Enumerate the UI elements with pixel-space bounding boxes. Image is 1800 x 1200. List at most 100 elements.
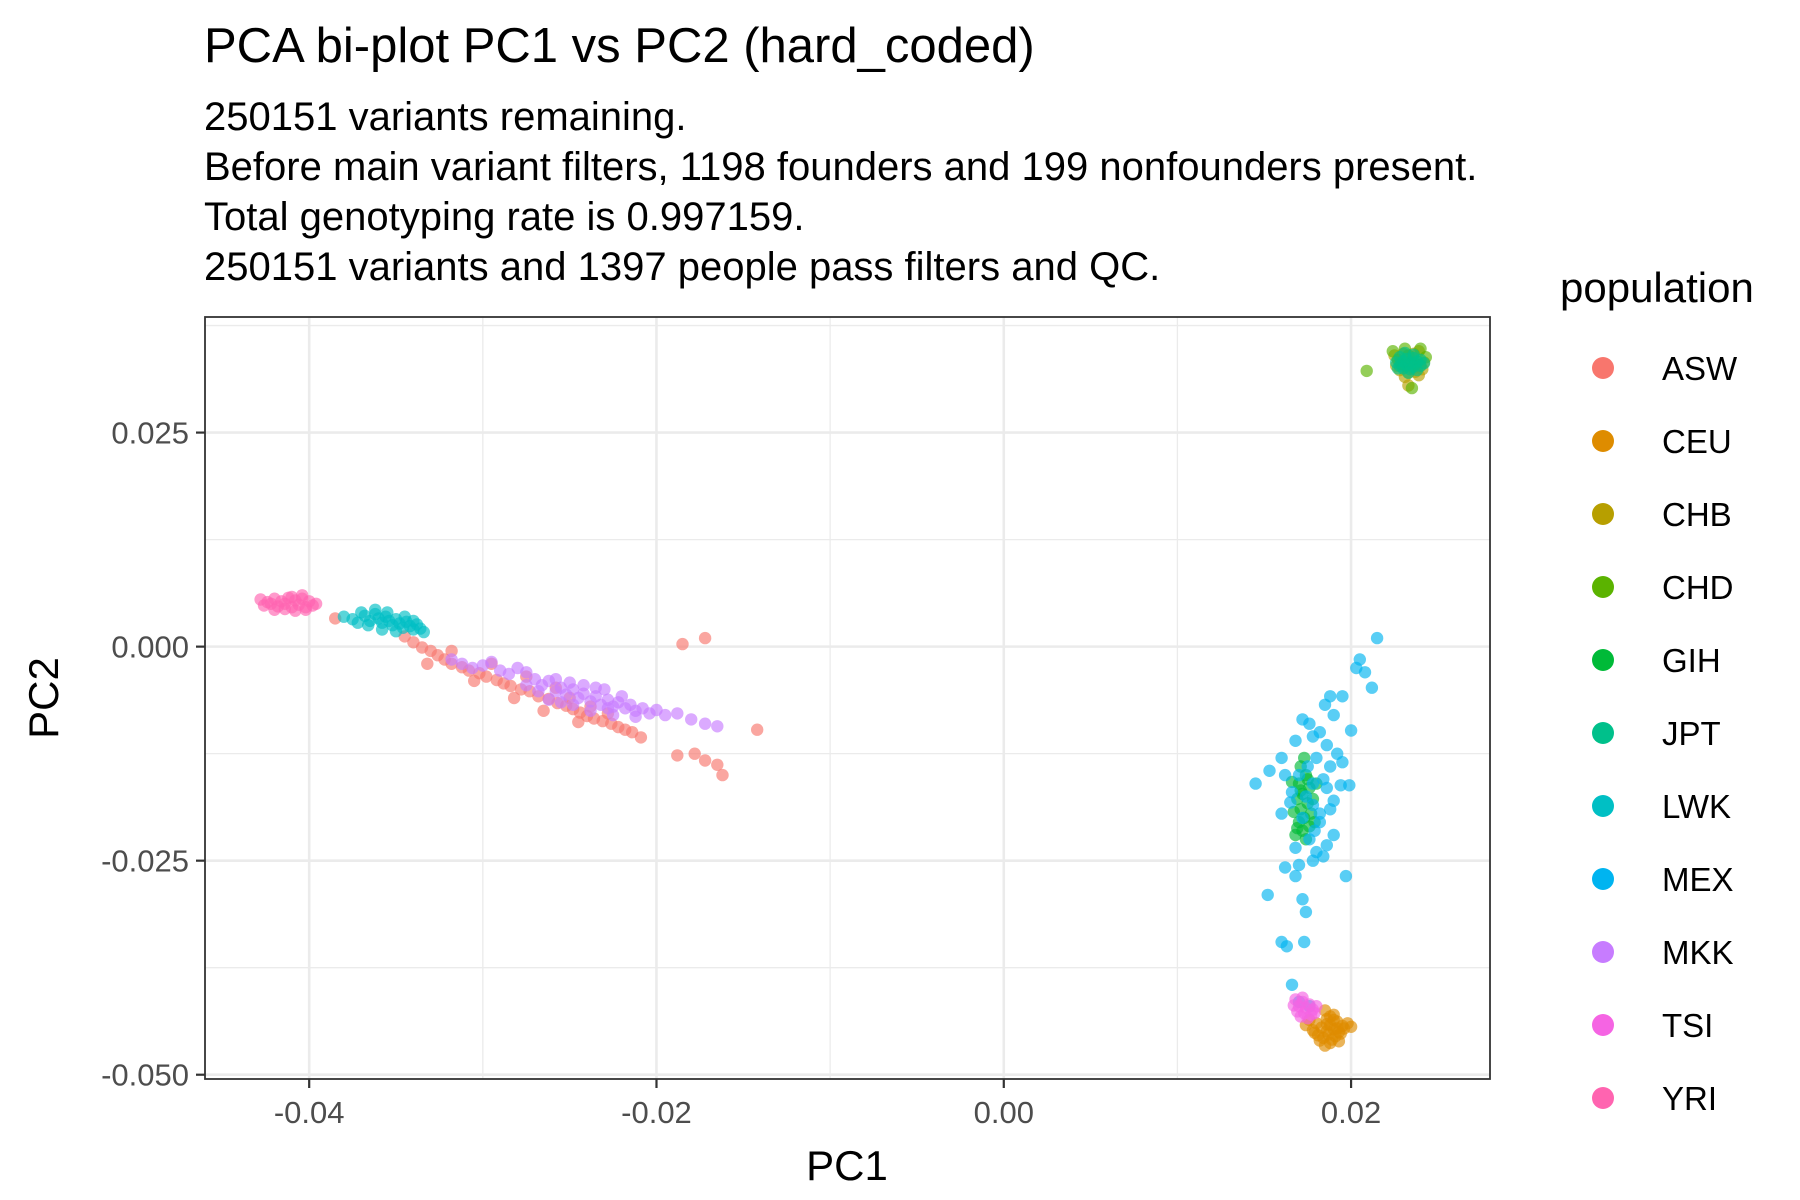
point-mex: [1320, 738, 1334, 752]
series-jpt: [1390, 346, 1431, 379]
point-lwk: [407, 614, 420, 628]
point-mkk: [685, 713, 698, 726]
data-points: [254, 342, 1433, 1052]
point-tsi: [1296, 991, 1309, 1004]
point-mex: [1292, 858, 1306, 872]
point-mex: [1285, 978, 1299, 991]
point-chd: [1405, 381, 1419, 395]
legend-label-chb: CHB: [1662, 496, 1732, 533]
legend-label-tsi: TSI: [1662, 1007, 1713, 1044]
point-mkk: [698, 717, 712, 730]
point-mex: [1317, 850, 1330, 863]
point-ceu: [1324, 1010, 1337, 1023]
panel-border: [204, 316, 1491, 1080]
point-asw: [698, 754, 712, 767]
point-mkk: [485, 655, 498, 669]
point-mex: [1334, 779, 1347, 792]
legend-key-ceu: [1592, 430, 1614, 452]
point-mkk: [554, 696, 568, 709]
legend-key-tsi: [1592, 1014, 1614, 1036]
grid-lines: [205, 317, 1490, 1079]
point-ceu: [1331, 1022, 1344, 1035]
point-asw: [634, 731, 648, 744]
legend-title: population: [1560, 264, 1754, 311]
point-mex: [1301, 760, 1314, 773]
point-asw: [445, 644, 458, 658]
point-mkk: [520, 666, 533, 679]
subtitle-line-1: 250151 variants remaining.: [204, 95, 687, 139]
point-mex: [1289, 869, 1302, 883]
point-mex: [1284, 796, 1297, 809]
legend-key-mkk: [1592, 941, 1614, 963]
point-gih: [1287, 805, 1301, 819]
point-mex: [1280, 940, 1294, 953]
legend-key-chd: [1592, 576, 1614, 598]
point-chd: [1360, 364, 1373, 378]
point-mex: [1275, 807, 1288, 820]
point-mkk: [577, 679, 590, 692]
point-mex: [1358, 666, 1372, 679]
point-mkk: [601, 702, 615, 715]
point-mex: [1324, 760, 1337, 773]
point-mex: [1292, 768, 1306, 782]
point-mex: [1327, 708, 1340, 722]
point-mex: [1289, 734, 1302, 747]
point-asw: [507, 691, 521, 705]
point-ceu: [1311, 1029, 1325, 1042]
point-mex: [1306, 730, 1320, 743]
point-asw: [688, 747, 701, 760]
point-lwk: [375, 623, 389, 636]
y-tick-label: -0.050: [101, 1058, 189, 1093]
point-mex: [1298, 935, 1311, 949]
point-mex: [1365, 681, 1379, 694]
point-gih: [1291, 821, 1304, 835]
plot-panel: [205, 317, 1490, 1079]
point-ceu: [1318, 1039, 1332, 1052]
legend-key-asw: [1592, 357, 1614, 379]
point-jpt: [1398, 346, 1412, 360]
point-mkk: [711, 720, 724, 733]
point-yri: [289, 604, 302, 617]
point-lwk: [351, 616, 364, 629]
point-asw: [468, 674, 481, 688]
point-mex: [1324, 803, 1337, 816]
y-tick-label: 0.025: [111, 416, 189, 451]
legend-label-yri: YRI: [1662, 1080, 1717, 1117]
point-asw: [716, 768, 729, 782]
legend-label-mkk: MKK: [1662, 934, 1734, 971]
point-mkk: [659, 708, 672, 722]
point-mkk: [502, 667, 516, 681]
legend-key-gih: [1592, 649, 1614, 671]
point-mkk: [549, 673, 562, 686]
legend-label-jpt: JPT: [1662, 715, 1721, 752]
point-yri: [296, 589, 309, 602]
point-asw: [711, 758, 724, 771]
legend-key-lwk: [1592, 795, 1614, 817]
y-axis: -0.050 -0.025 0.000 0.025: [101, 416, 205, 1093]
point-mex: [1343, 779, 1356, 792]
point-mkk: [520, 679, 533, 692]
x-axis: -0.04 -0.02 0.00 0.02: [274, 1079, 1381, 1130]
point-yri: [309, 597, 323, 610]
point-lwk: [381, 606, 394, 619]
legend-key-yri: [1592, 1087, 1614, 1109]
point-mex: [1336, 756, 1349, 769]
point-yri: [285, 590, 298, 604]
point-mex: [1336, 690, 1349, 703]
point-lwk: [417, 625, 430, 639]
subtitle-line-2: Before main variant filters, 1198 founde…: [204, 145, 1477, 189]
point-asw: [671, 749, 684, 762]
point-mex: [1299, 905, 1313, 919]
point-mkk: [589, 681, 602, 694]
point-mex: [1278, 768, 1292, 782]
point-yri: [299, 603, 312, 616]
legend-label-mex: MEX: [1662, 861, 1734, 898]
point-mex: [1339, 869, 1353, 883]
point-mkk: [466, 661, 479, 675]
legend-key-chb: [1592, 503, 1614, 525]
x-tick-label: 0.02: [1321, 1095, 1381, 1130]
subtitle-line-3: Total genotyping rate is 0.997159.: [204, 195, 804, 239]
legend-label-gih: GIH: [1662, 642, 1721, 679]
point-mex: [1296, 893, 1309, 906]
